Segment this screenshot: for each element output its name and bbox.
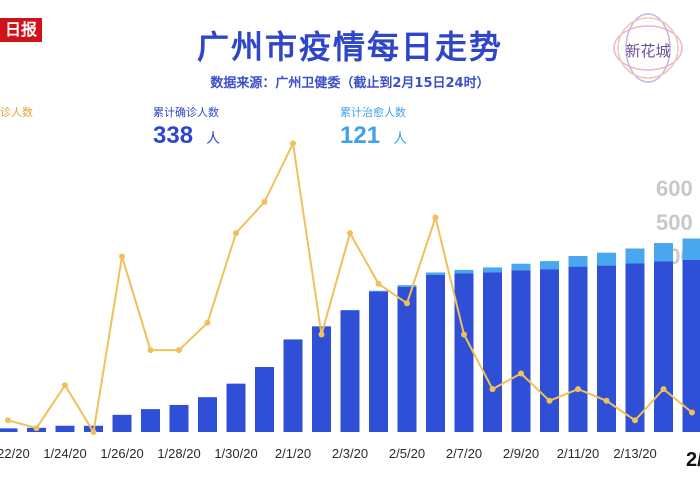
daily-new-point bbox=[176, 347, 182, 354]
bar-recovered bbox=[426, 272, 445, 275]
daily-new-point bbox=[290, 140, 296, 147]
x-tick-label: 1/30/20 bbox=[214, 446, 257, 461]
bar-recovered bbox=[369, 290, 388, 292]
bar-confirmed bbox=[0, 428, 18, 432]
bar-confirmed bbox=[226, 383, 246, 432]
daily-new-point bbox=[432, 214, 439, 221]
bar-recovered bbox=[540, 261, 559, 270]
bar-confirmed bbox=[568, 266, 588, 432]
page-subtitle: 数据来源：广州卫健委（截止到2月15日24时） bbox=[210, 76, 490, 91]
x-tick-label: 1/26/20 bbox=[100, 446, 143, 461]
y-tick-label: 500 bbox=[656, 210, 693, 235]
x-tick-label: 2/5/20 bbox=[389, 446, 425, 461]
bar-confirmed bbox=[540, 269, 559, 432]
daily-new-point bbox=[660, 386, 667, 393]
y-tick-label: 600 bbox=[656, 176, 693, 201]
xinhuacheng-logo: 新花城 bbox=[606, 10, 690, 86]
stat-recovered-value: 121 bbox=[340, 122, 381, 149]
x-tick-label: 2/7/20 bbox=[446, 446, 482, 461]
x-tick-label: 2/3/20 bbox=[332, 446, 368, 461]
bar-confirmed bbox=[283, 339, 303, 432]
daily-new-point bbox=[33, 425, 40, 432]
bar-confirmed bbox=[454, 273, 474, 432]
daily-new-point bbox=[5, 417, 11, 424]
daily-new-point bbox=[204, 319, 211, 326]
bar-recovered bbox=[625, 248, 645, 264]
daily-new-point bbox=[119, 253, 125, 260]
daily-new-point bbox=[233, 230, 239, 237]
stat-cumulative-label: 累计确诊人数 bbox=[153, 107, 219, 119]
daily-new-point bbox=[147, 347, 154, 354]
bar-recovered bbox=[454, 269, 474, 274]
daily-new-point bbox=[689, 409, 695, 416]
xinhuacheng-logo-text: 新花城 bbox=[625, 42, 671, 60]
x-tick-label: 2/15/20 bbox=[686, 449, 700, 471]
daily-new-point bbox=[575, 386, 581, 393]
daily-new-point bbox=[62, 382, 68, 389]
daily-new-point bbox=[375, 280, 382, 287]
daily-new-point bbox=[489, 386, 496, 393]
daily-new-point bbox=[90, 429, 97, 435]
daily-new-point bbox=[603, 397, 610, 404]
bar-confirmed bbox=[340, 310, 360, 432]
newspaper-logo-text: 日报 bbox=[4, 20, 37, 39]
x-tick-label: 2/11/20 bbox=[557, 446, 599, 461]
x-tick-label: 2/13/20 bbox=[613, 446, 656, 461]
bar-recovered bbox=[397, 285, 417, 287]
bar-confirmed bbox=[112, 414, 132, 432]
bar-confirmed bbox=[198, 397, 217, 432]
bar-confirmed bbox=[169, 404, 189, 432]
stat-cumulative-unit: 人 bbox=[206, 130, 221, 146]
bar-confirmed bbox=[141, 409, 160, 432]
bar-confirmed bbox=[625, 263, 645, 432]
bar-confirmed bbox=[597, 265, 616, 432]
bar-recovered bbox=[597, 252, 616, 266]
x-tick-label: 1/28/20 bbox=[157, 446, 200, 461]
bar-confirmed bbox=[255, 367, 274, 432]
daily-new-point bbox=[518, 370, 524, 377]
x-tick-label: 1/22/20 bbox=[0, 446, 30, 461]
x-tick-label: 1/24/20 bbox=[43, 446, 86, 461]
bar-recovered bbox=[682, 238, 700, 260]
bar-confirmed bbox=[426, 274, 445, 432]
daily-new-point bbox=[404, 300, 410, 307]
bar-confirmed bbox=[483, 272, 502, 432]
stat-cumulative-value: 338 bbox=[153, 122, 194, 149]
bar-confirmed bbox=[511, 270, 531, 432]
daily-new-point bbox=[461, 331, 467, 338]
bar-confirmed bbox=[55, 425, 75, 432]
stat-new-confirmed-label: 诊人数 bbox=[0, 107, 33, 119]
bar-confirmed bbox=[312, 326, 331, 432]
daily-new-point bbox=[347, 230, 353, 237]
bar-recovered bbox=[511, 263, 531, 271]
bar-recovered bbox=[483, 267, 502, 273]
page-title: 广州市疫情每日走势 bbox=[196, 28, 503, 66]
bar-recovered bbox=[568, 256, 588, 267]
x-tick-label: 2/1/20 bbox=[275, 446, 311, 461]
stat-recovered: 累计治愈人数 121 人 bbox=[340, 104, 407, 150]
stat-cumulative-confirmed: 累计确诊人数 338 人 bbox=[153, 104, 220, 150]
stat-new-confirmed: 诊人数 bbox=[0, 104, 33, 120]
daily-new-point bbox=[546, 397, 553, 404]
daily-new-point bbox=[318, 331, 325, 338]
daily-new-point bbox=[261, 198, 268, 205]
bar-confirmed bbox=[654, 261, 673, 432]
bar-confirmed bbox=[397, 286, 417, 432]
x-tick-label: 2/9/20 bbox=[503, 446, 539, 461]
newspaper-logo: 日报 bbox=[0, 18, 42, 42]
bar-confirmed bbox=[369, 291, 388, 432]
stat-recovered-unit: 人 bbox=[393, 130, 408, 146]
flower-icon bbox=[613, 13, 683, 83]
daily-new-point bbox=[632, 417, 638, 424]
bar-recovered bbox=[654, 243, 673, 262]
bar-confirmed bbox=[682, 259, 700, 432]
stat-recovered-label: 累计治愈人数 bbox=[340, 107, 406, 119]
